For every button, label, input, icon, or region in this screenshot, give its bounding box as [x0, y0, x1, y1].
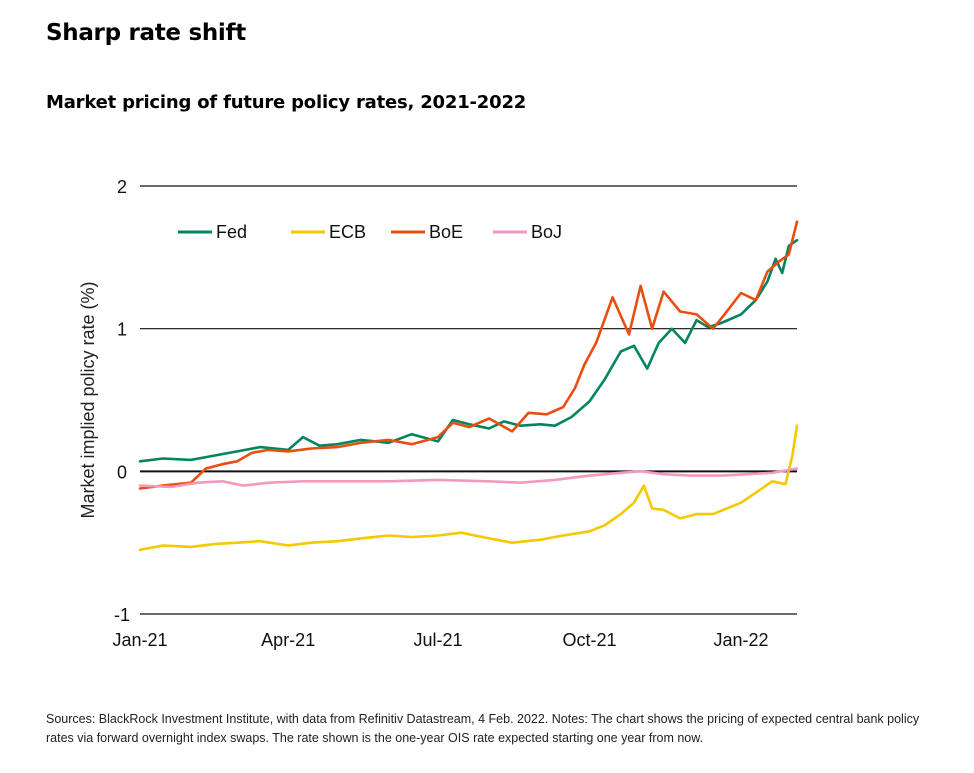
x-tick-label: Apr-21	[261, 630, 315, 650]
series-lines	[138, 220, 799, 552]
grid-lines	[140, 185, 797, 615]
footnote: Sources: BlackRock Investment Institute,…	[46, 712, 920, 745]
y-tick-label: -1	[114, 605, 130, 625]
y-tick-label: 2	[117, 177, 127, 197]
series-line-fed	[138, 238, 799, 463]
legend-label-boe: BoE	[429, 222, 463, 242]
series-line-boj	[138, 467, 799, 489]
x-tick-label: Jan-21	[112, 630, 167, 650]
series-line-boe	[138, 220, 799, 490]
page-title: Sharp rate shift	[46, 20, 246, 46]
line-chart: -1 0 1 2 Jan-21 Apr-21 Jul-21 Oct-21 Jan-22 Mar…	[78, 177, 799, 650]
legend-label-ecb: ECB	[329, 222, 366, 242]
chart-title: Market pricing of future policy rates, 2…	[46, 92, 527, 113]
x-tick-label: Jul-21	[414, 630, 463, 650]
series-line-ecb	[138, 424, 799, 552]
legend-label-boj: BoJ	[531, 222, 562, 242]
y-axis-label: Market implied policy rate (%)	[78, 281, 98, 518]
x-tick-label: Jan-22	[713, 630, 768, 650]
y-tick-label: 1	[117, 320, 127, 340]
legend: Fed ECB BoE BoJ	[178, 222, 562, 242]
legend-label-fed: Fed	[216, 222, 247, 242]
x-tick-labels: Jan-21 Apr-21 Jul-21 Oct-21 Jan-22	[112, 630, 768, 650]
y-tick-label: 0	[117, 462, 127, 482]
x-tick-label: Oct-21	[563, 630, 617, 650]
y-tick-labels: -1 0 1 2	[114, 177, 130, 625]
